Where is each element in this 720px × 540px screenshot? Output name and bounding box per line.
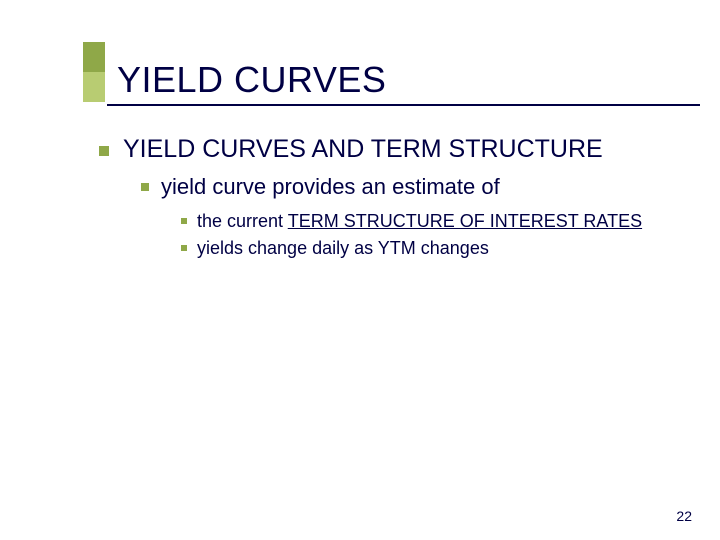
page-number: 22 bbox=[676, 508, 692, 524]
lvl1-text: YIELD CURVES AND TERM STRUCTURE bbox=[123, 134, 603, 165]
list-item: yield curve provides an estimate of bbox=[141, 173, 680, 201]
lvl3-text-a: the current TERM STRUCTURE OF INTEREST R… bbox=[197, 210, 642, 233]
list-item: the current TERM STRUCTURE OF INTEREST R… bbox=[181, 210, 680, 233]
slide: YIELD CURVES YIELD CURVES AND TERM STRUC… bbox=[0, 0, 720, 540]
slide-title: YIELD CURVES bbox=[75, 60, 680, 100]
square-bullet-icon bbox=[99, 146, 109, 156]
lvl3-a-underlined: TERM STRUCTURE OF INTEREST RATES bbox=[288, 211, 642, 231]
lvl3-text-b: yields change daily as YTM changes bbox=[197, 237, 489, 260]
title-underline bbox=[107, 104, 700, 106]
content: YIELD CURVES AND TERM STRUCTURE yield cu… bbox=[75, 134, 680, 260]
square-bullet-icon bbox=[181, 218, 187, 224]
square-bullet-icon bbox=[141, 183, 149, 191]
title-block: YIELD CURVES bbox=[75, 60, 680, 100]
lvl2-text: yield curve provides an estimate of bbox=[161, 173, 500, 201]
lvl3-a-prefix: the current bbox=[197, 211, 288, 231]
list-item: yields change daily as YTM changes bbox=[181, 237, 680, 260]
list-item: YIELD CURVES AND TERM STRUCTURE bbox=[99, 134, 680, 165]
square-bullet-icon bbox=[181, 245, 187, 251]
